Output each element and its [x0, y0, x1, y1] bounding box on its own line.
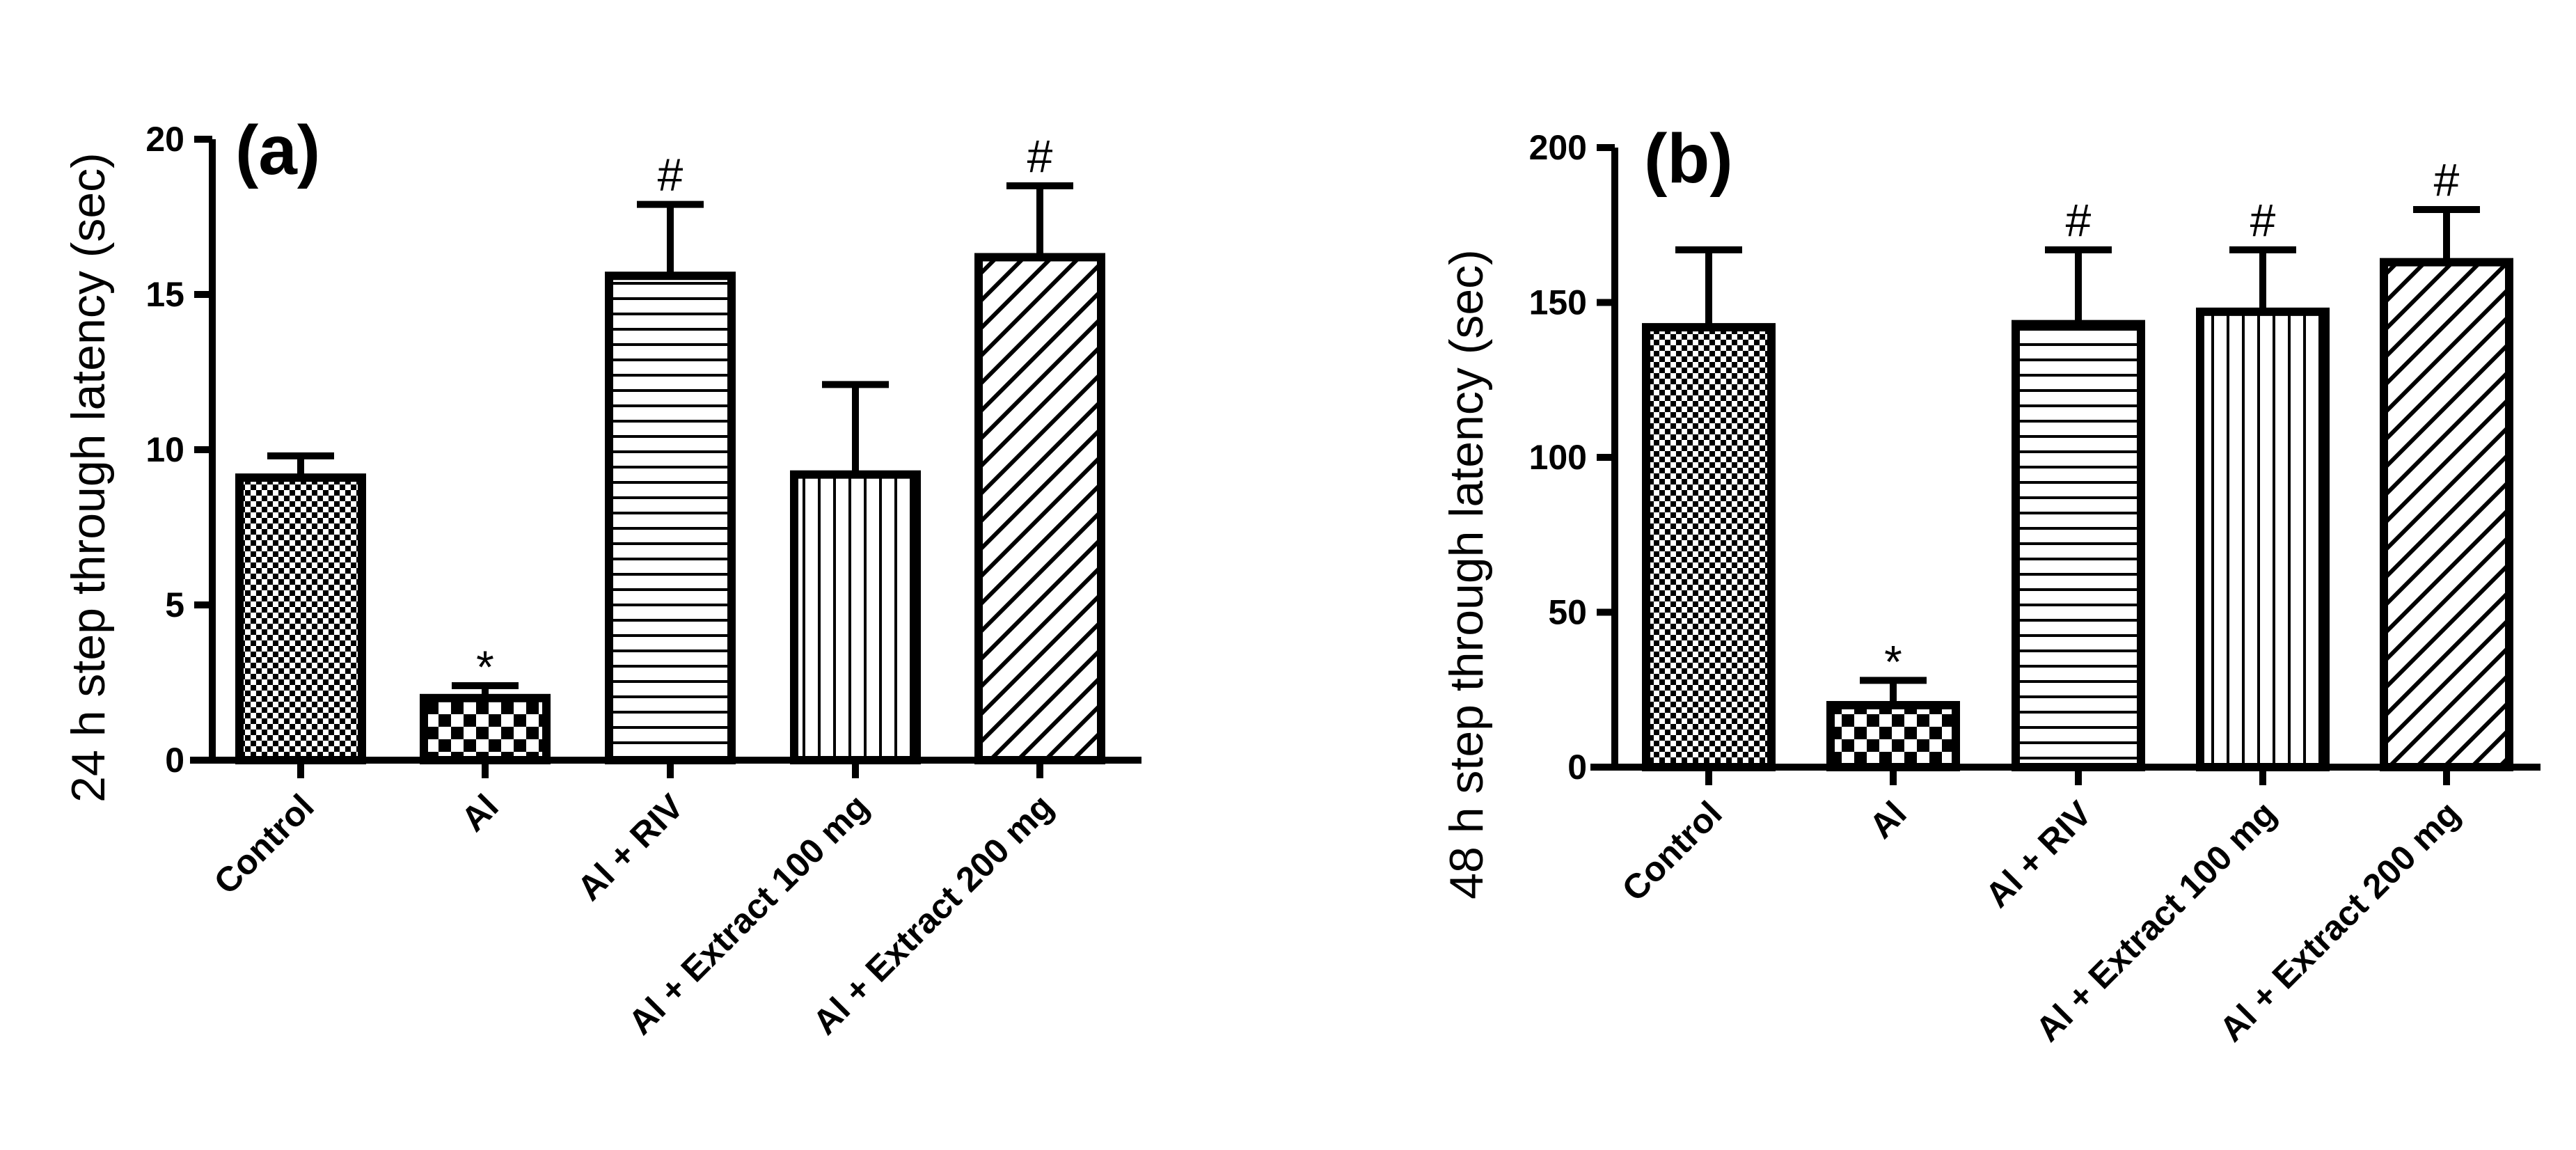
y-tick-label: 100	[1529, 438, 1587, 477]
bar	[605, 271, 736, 764]
y-tick-label: 15	[145, 275, 184, 314]
bar	[790, 470, 921, 764]
x-category-label: Al + RIV	[1978, 794, 2100, 915]
x-category-label: Al	[454, 787, 506, 839]
significance-marker: #	[1027, 130, 1053, 182]
y-axis-label: 24 h step through latency (sec)	[62, 152, 115, 803]
chart-panel-b: 48 h step through latency (sec) (b) * # # #…	[1440, 120, 2541, 1049]
y-tick-label: 10	[145, 430, 184, 469]
error-bar	[1860, 677, 1927, 705]
bar	[974, 253, 1105, 765]
x-category-label: Control	[207, 787, 322, 901]
error-bar	[1675, 246, 1742, 328]
y-tick-label: 5	[165, 585, 184, 624]
bar	[2012, 320, 2145, 771]
bar	[235, 473, 366, 764]
error-bar	[2229, 246, 2296, 312]
significance-marker: #	[2434, 154, 2460, 205]
error-bar	[822, 381, 889, 475]
error-bar	[452, 682, 519, 698]
error-bar	[267, 452, 334, 478]
significance-marker: *	[476, 641, 494, 693]
error-bar	[637, 200, 704, 276]
y-tick-label: 200	[1529, 128, 1587, 167]
x-category-label: Al	[1862, 794, 1914, 846]
y-axis-label: 48 h step through latency (sec)	[1440, 249, 1493, 899]
significance-marker: *	[1884, 636, 1902, 687]
y-tick-label: 20	[145, 120, 184, 159]
y-tick-label: 0	[165, 741, 184, 780]
error-bar	[2413, 206, 2480, 262]
significance-marker: #	[2066, 194, 2092, 246]
significance-marker: #	[658, 149, 683, 200]
chart-panel-a: 24 h step through latency (sec) (a) *# # …	[62, 111, 1141, 1042]
panel-label: (a)	[235, 111, 320, 189]
x-category-label: Control	[1615, 794, 1730, 908]
bar	[2380, 258, 2513, 771]
y-tick-label: 0	[1567, 748, 1587, 787]
bar	[1826, 701, 1960, 771]
bar	[2196, 307, 2330, 772]
bar	[420, 693, 551, 764]
significance-marker: #	[2250, 194, 2276, 246]
error-bar	[2045, 246, 2112, 324]
y-tick-label: 50	[1548, 593, 1587, 632]
y-tick-label: 150	[1529, 283, 1587, 322]
x-category-label: Al + RIV	[570, 787, 692, 908]
bar	[1642, 323, 1776, 772]
panel-label: (b)	[1644, 120, 1733, 198]
error-bar	[1006, 182, 1073, 258]
